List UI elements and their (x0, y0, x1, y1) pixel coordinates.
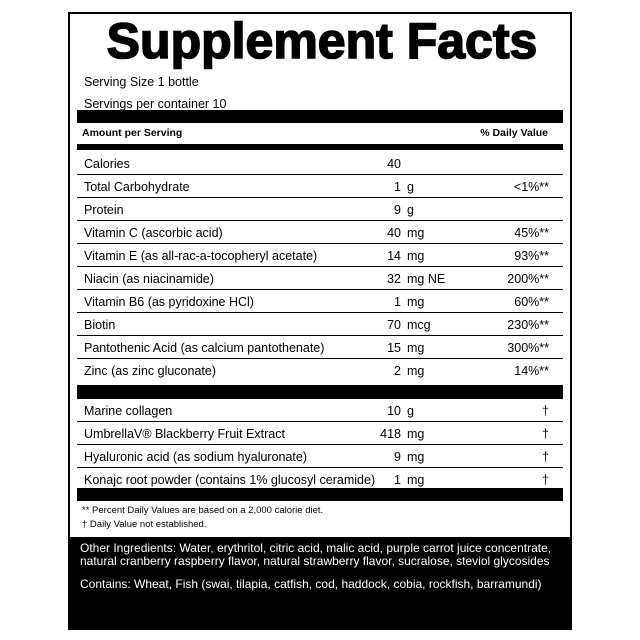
nutrient-unit: mg (407, 450, 425, 464)
footnote-not-established: † Daily Value not established. (82, 519, 207, 530)
nutrient-amount: 10 (387, 404, 401, 418)
nutrient-unit: mg (407, 427, 425, 441)
nutrient-row: Vitamin C (ascorbic acid) 40 mg 45%** (77, 221, 563, 244)
nutrient-daily-value: 230%** (507, 318, 549, 332)
nutrient-name: UmbrellaV® Blackberry Fruit Extract (84, 427, 285, 441)
serving-size: Serving Size 1 bottle (84, 75, 199, 89)
nutrient-amount: 9 (394, 450, 401, 464)
nutrient-unit: mg (407, 226, 425, 240)
nutrient-unit: g (407, 404, 414, 418)
daily-value-header: % Daily Value (480, 127, 548, 139)
nutrient-amount: 2 (394, 364, 401, 378)
nutrient-name: Protein (84, 203, 124, 217)
nutrient-name: Vitamin E (as all-rac-a-tocopheryl aceta… (84, 249, 318, 263)
nutrient-name: Vitamin C (ascorbic acid) (84, 226, 223, 240)
nutrient-amount: 15 (387, 341, 401, 355)
nutrient-name: Niacin (as niacinamide) (84, 272, 214, 286)
footnote-daily-values: ** Percent Daily Values are based on a 2… (82, 505, 324, 516)
nutrient-daily-value: 60%** (514, 295, 549, 309)
nutrient-row: Niacin (as niacinamide) 32 mg NE 200%** (77, 267, 563, 290)
nutrient-row: Total Carbohydrate 1 g <1%** (77, 175, 563, 198)
nutrient-unit: g (407, 180, 414, 194)
nutrient-daily-value: † (542, 404, 549, 418)
supplement-facts-label: Supplement Facts Serving Size 1 bottle S… (68, 12, 572, 630)
nutrient-name: Hyaluronic acid (as sodium hyaluronate) (84, 450, 308, 464)
nutrient-amount: 70 (387, 318, 401, 332)
nutrient-amount: 1 (394, 295, 401, 309)
ingredients-box: Other Ingredients: Water, erythritol, ci… (70, 537, 570, 630)
servings-per-container: Servings per container 10 (84, 97, 227, 111)
nutrient-amount: 9 (394, 203, 401, 217)
other-ingredients: Other Ingredients: Water, erythritol, ci… (80, 541, 552, 568)
nutrient-unit: mg (407, 249, 425, 263)
nutrient-row: Vitamin B6 (as pyridoxine HCl) 1 mg 60%** (77, 290, 563, 313)
nutrient-daily-value: † (542, 450, 549, 464)
contains-allergens: Contains: Wheat, Fish (swai, tilapia, ca… (80, 577, 542, 591)
nutrient-name: Total Carbohydrate (84, 180, 190, 194)
nutrient-unit: mcg (407, 318, 431, 332)
nutrient-name: Calories (84, 157, 130, 171)
nutrient-row: Vitamin E (as all-rac-a-tocopheryl aceta… (77, 244, 563, 267)
nutrient-row: Calories 40 (77, 152, 563, 175)
nutrient-amount: 1 (394, 180, 401, 194)
nutrient-unit: g (407, 203, 414, 217)
nutrient-unit: mg NE (407, 272, 446, 286)
nutrient-name: Zinc (as zinc gluconate) (84, 364, 217, 378)
nutrient-row: UmbrellaV® Blackberry Fruit Extract 418 mg… (77, 422, 563, 445)
nutrient-name: Biotin (84, 318, 116, 332)
nutrient-amount: 40 (387, 226, 401, 240)
nutrient-daily-value: 45%** (514, 226, 549, 240)
nutrient-name: Marine collagen (84, 404, 173, 418)
nutrient-daily-value: 300%** (507, 341, 549, 355)
nutrient-name: Vitamin B6 (as pyridoxine HCl) (84, 295, 254, 309)
nutrient-row: Protein 9 g (77, 198, 563, 221)
label-title: Supplement Facts (106, 12, 538, 70)
nutrient-unit: mg (407, 341, 425, 355)
divider-bar (77, 144, 563, 150)
amount-per-serving-header: Amount per Serving (82, 127, 183, 139)
nutrient-amount: 32 (387, 272, 401, 286)
divider-bar (77, 488, 563, 501)
nutrient-unit: mg (407, 473, 425, 487)
nutrient-name: Konajc root powder (contains 1% glucosyl… (84, 473, 376, 487)
nutrient-daily-value: 200%** (507, 272, 549, 286)
nutrient-amount: 40 (387, 157, 401, 171)
nutrient-amount: 14 (387, 249, 401, 263)
nutrient-unit: mg (407, 364, 425, 378)
nutrient-amount: 418 (380, 427, 401, 441)
nutrient-daily-value: 14%** (514, 364, 549, 378)
nutrient-daily-value: † (542, 473, 549, 487)
nutrient-row: Marine collagen 10 g † (77, 399, 563, 422)
nutrient-row: Pantothenic Acid (as calcium pantothenat… (77, 336, 563, 359)
nutrient-daily-value: † (542, 427, 549, 441)
nutrient-daily-value: 93%** (514, 249, 549, 263)
nutrient-amount: 1 (394, 473, 401, 487)
nutrient-name: Pantothenic Acid (as calcium pantothenat… (84, 341, 325, 355)
nutrient-unit: mg (407, 295, 425, 309)
nutrient-row: Hyaluronic acid (as sodium hyaluronate) 9… (77, 445, 563, 468)
nutrient-row: Biotin 70 mcg 230%** (77, 313, 563, 336)
divider-bar (77, 385, 563, 399)
divider-bar (77, 110, 563, 123)
nutrient-row: Zinc (as zinc gluconate) 2 mg 14%** (77, 359, 563, 382)
nutrient-daily-value: <1%** (513, 180, 549, 194)
